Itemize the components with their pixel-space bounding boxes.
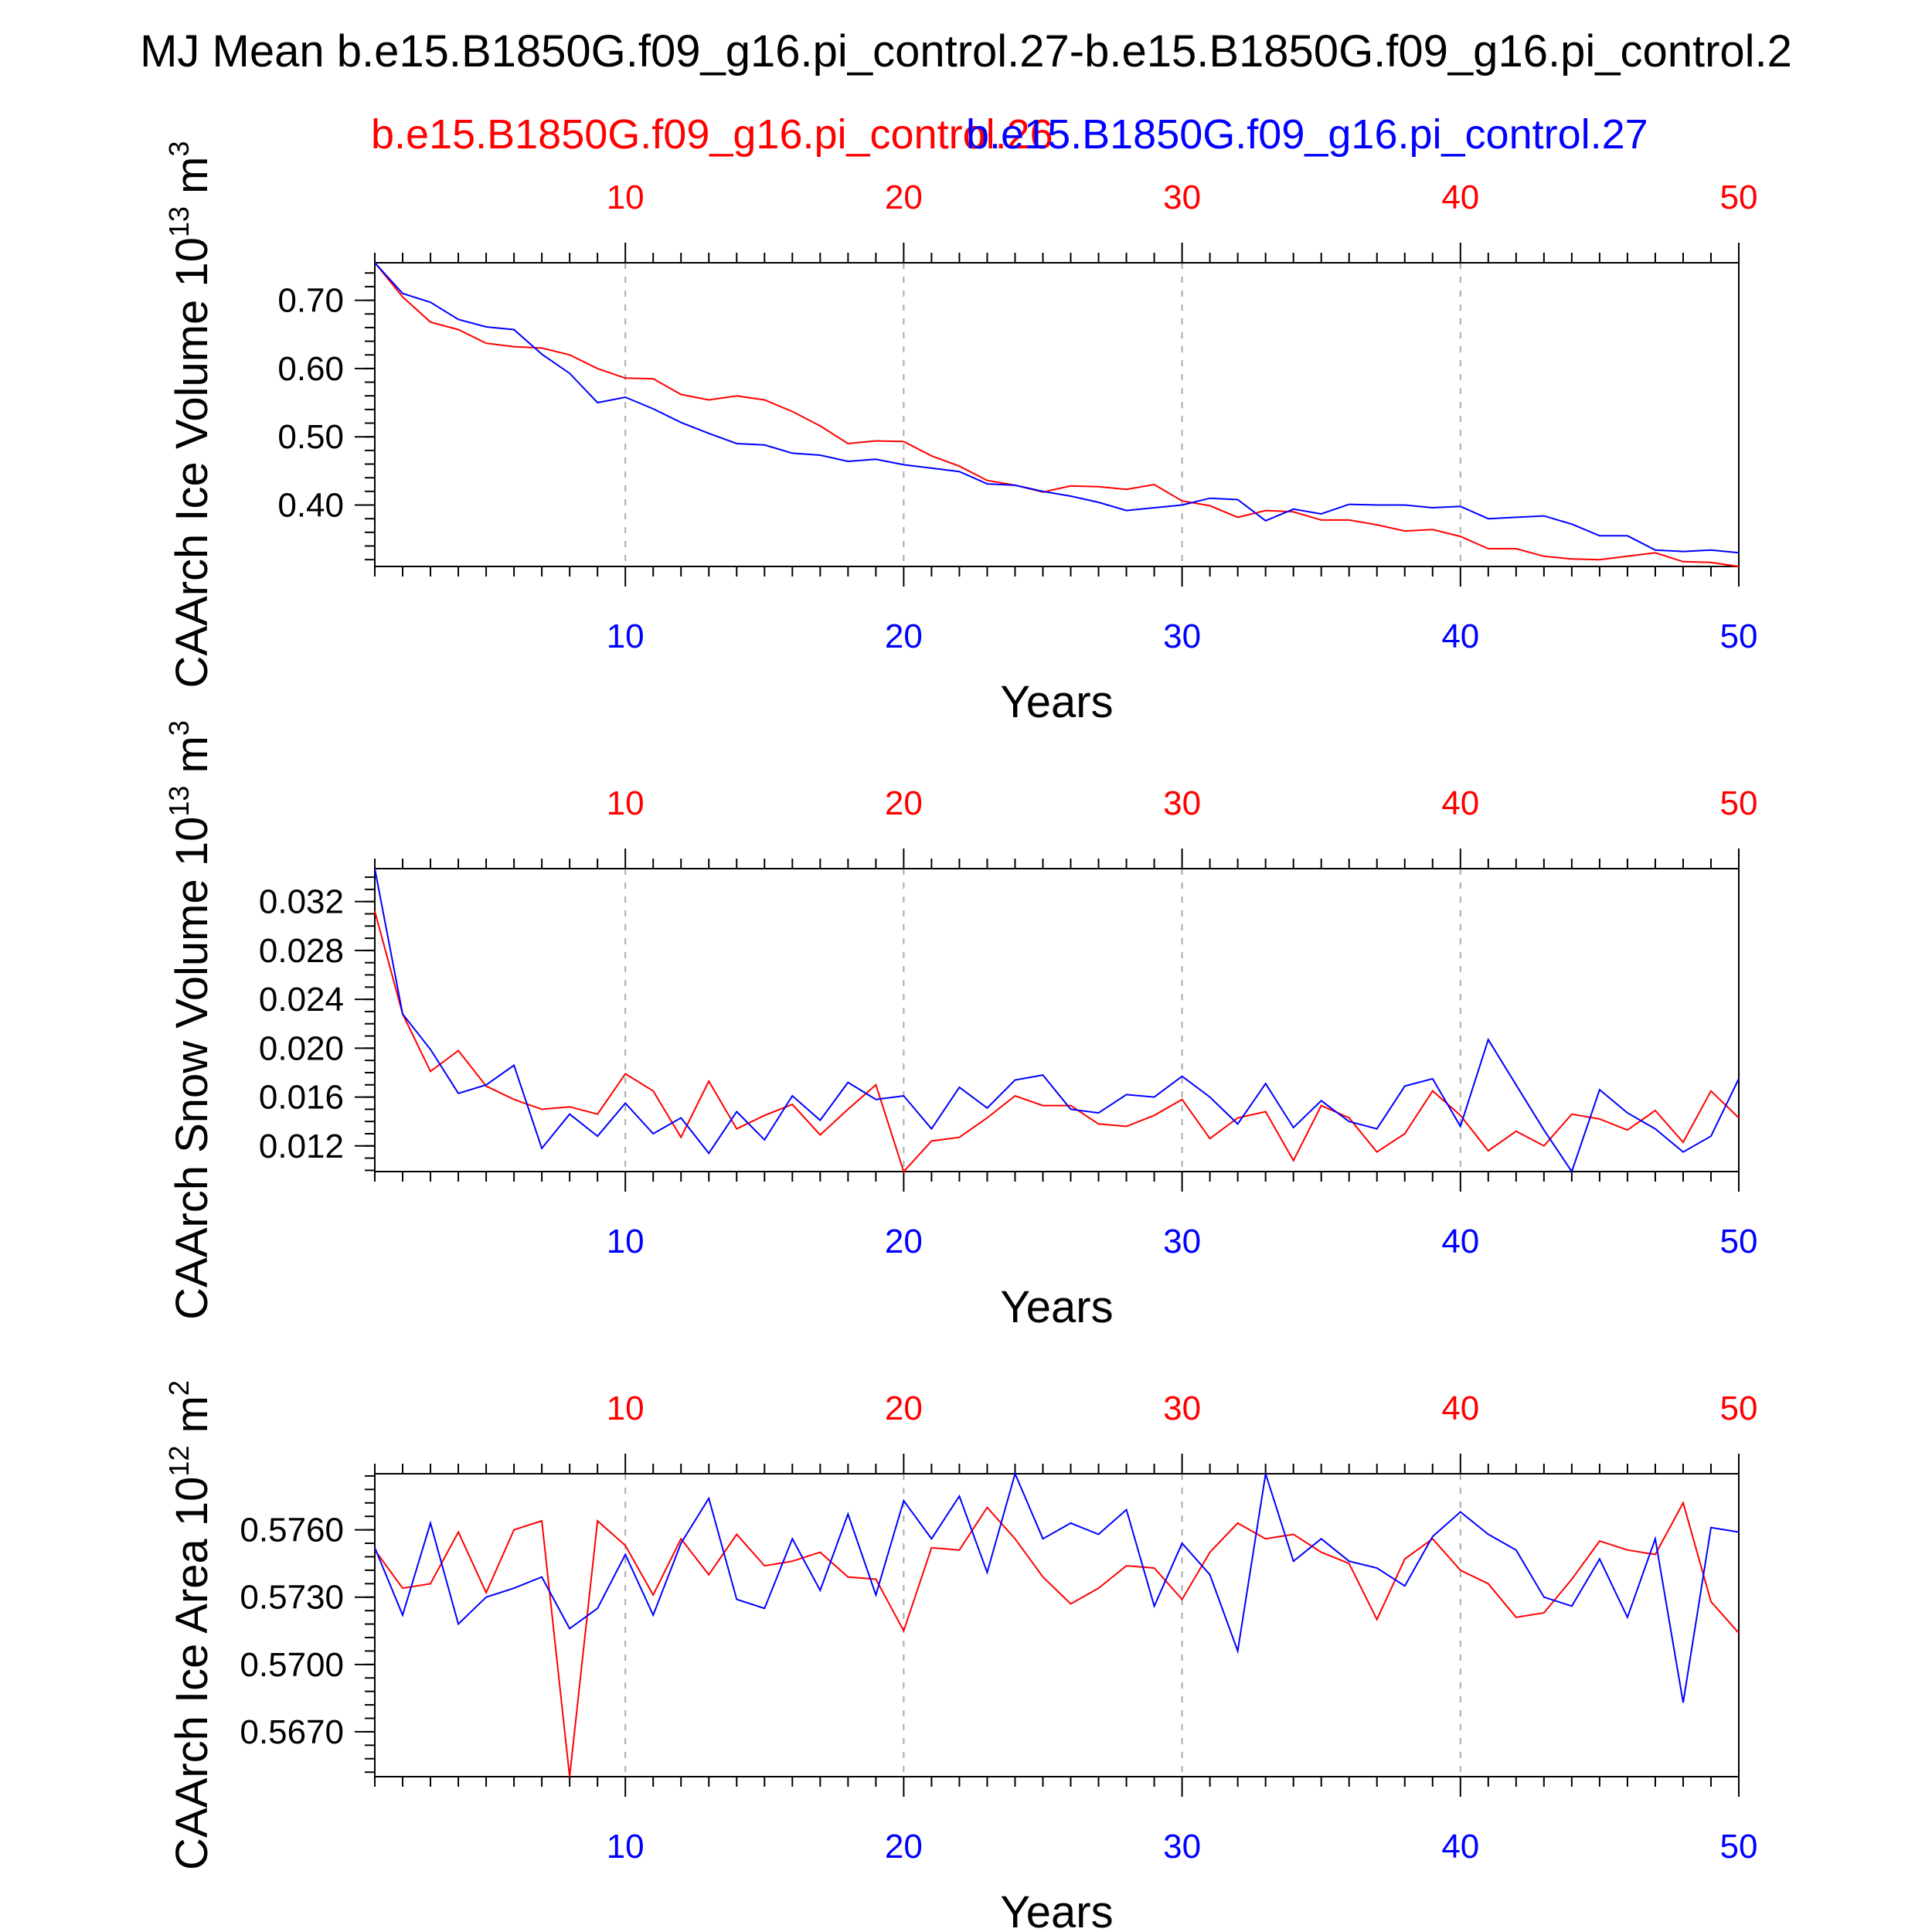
x-tick-label-top: 50	[1720, 179, 1758, 216]
y-tick-label: 0.60	[277, 350, 344, 388]
series-line-blue	[374, 1471, 1740, 1703]
y-tick-label: 0.5700	[240, 1646, 344, 1684]
x-tick-label-top: 50	[1720, 784, 1758, 822]
y-tick-label: 0.012	[259, 1128, 344, 1165]
y-axis-label: CAArch Ice Volume 1013 m3	[163, 141, 217, 688]
x-axis-label: Years	[1000, 1282, 1113, 1332]
x-tick-label-top: 20	[885, 784, 923, 822]
x-tick-label-top: 30	[1163, 1389, 1201, 1427]
y-axis-label: CAArch Ice Area 1012 m2	[163, 1380, 217, 1870]
x-tick-label-top: 30	[1163, 179, 1201, 216]
x-tick-label-bottom: 30	[1163, 1223, 1201, 1260]
x-tick-label-top: 10	[607, 1389, 645, 1427]
x-tick-label-top: 30	[1163, 784, 1201, 822]
x-tick-label-top: 40	[1441, 1389, 1479, 1427]
y-tick-label: 0.032	[259, 883, 344, 921]
series-line-red	[374, 911, 1740, 1173]
x-tick-label-bottom: 20	[885, 1828, 923, 1866]
y-tick-label: 0.028	[259, 932, 344, 970]
plot-frame	[374, 1473, 1740, 1777]
x-tick-label-top: 10	[607, 179, 645, 216]
y-tick-label: 0.024	[259, 981, 344, 1019]
y-tick-label: 0.5670	[240, 1713, 344, 1751]
y-tick-label: 0.70	[277, 282, 344, 320]
y-tick-label: 0.016	[259, 1079, 344, 1117]
x-tick-label-bottom: 40	[1441, 1223, 1479, 1260]
y-tick-label: 0.40	[277, 487, 344, 525]
x-tick-label-bottom: 30	[1163, 1828, 1201, 1866]
x-tick-label-bottom: 40	[1441, 1828, 1479, 1866]
plot-frame	[374, 868, 1740, 1172]
series-line-blue	[374, 868, 1740, 1174]
x-tick-label-bottom: 10	[607, 617, 645, 655]
y-tick-label: 0.5760	[240, 1512, 344, 1549]
x-tick-label-top: 10	[607, 784, 645, 822]
x-tick-label-top: 50	[1720, 1389, 1758, 1427]
chart-panel-2: 10 10 20 20 30 30 40 40 50 50 Years 0.012 0.016 0.020…	[163, 720, 1757, 1332]
series-line-red	[374, 262, 1740, 567]
x-tick-label-top: 40	[1441, 179, 1479, 216]
x-tick-label-bottom: 50	[1720, 1223, 1758, 1260]
y-tick-label: 0.50	[277, 418, 344, 456]
y-tick-label: 0.5730	[240, 1579, 344, 1617]
x-tick-label-bottom: 50	[1720, 617, 1758, 655]
plot-frame	[374, 262, 1740, 567]
chart-panel-3: 10 10 20 20 30 30 40 40 50 50 Years 0.5670 0.5700 0.5…	[163, 1380, 1757, 1932]
x-tick-label-bottom: 20	[885, 617, 923, 655]
x-axis-label: Years	[1000, 1887, 1113, 1932]
y-axis-label: CAArch Snow Volume 1013 m3	[163, 720, 217, 1320]
x-tick-label-bottom: 40	[1441, 617, 1479, 655]
series-line-red	[374, 1501, 1740, 1777]
x-tick-label-bottom: 30	[1163, 617, 1201, 655]
legend-red-label: b.e15.B1850G.f09_g16.pi_control.26	[371, 111, 1053, 158]
series-line-blue	[374, 262, 1740, 554]
chart-panel-1: 10 10 20 20 30 30 40 40 50 50 Years 0.40 0.50 0.60 0.7…	[163, 141, 1757, 727]
legend-blue-label: b.e15.B1850G.f09_g16.pi_control.27	[966, 111, 1648, 158]
x-tick-label-bottom: 50	[1720, 1828, 1758, 1866]
x-tick-label-bottom: 10	[607, 1223, 645, 1260]
figure-title: MJ Mean b.e15.B1850G.f09_g16.pi_control.…	[140, 26, 1792, 77]
x-axis-label: Years	[1000, 677, 1113, 727]
x-tick-label-top: 40	[1441, 784, 1479, 822]
x-tick-label-top: 20	[885, 179, 923, 216]
panels: 10 10 20 20 30 30 40 40 50 50 Years 0.40 0.50 0.60 0.7…	[163, 141, 1757, 1932]
y-tick-label: 0.020	[259, 1029, 344, 1067]
x-tick-label-bottom: 20	[885, 1223, 923, 1260]
x-tick-label-top: 20	[885, 1389, 923, 1427]
x-tick-label-bottom: 10	[607, 1828, 645, 1866]
